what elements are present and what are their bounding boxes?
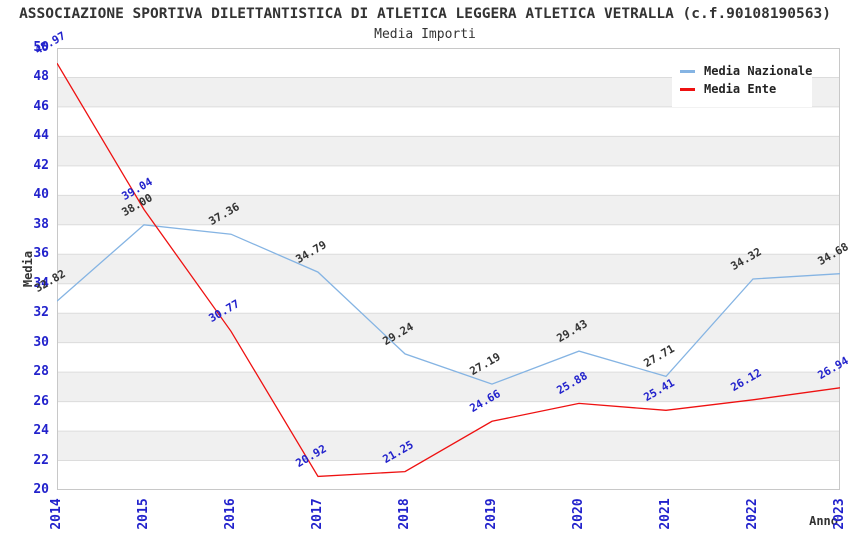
legend-swatch	[680, 87, 695, 91]
x-tick-label: 2019	[484, 498, 499, 530]
y-tick-label: 30	[33, 334, 49, 350]
x-tick-label: 2023	[832, 498, 847, 530]
y-tick-label: 20	[33, 482, 49, 497]
y-tick-label: 28	[33, 364, 49, 380]
x-tick-label: 2016	[223, 498, 238, 530]
x-tick-label: 2015	[136, 498, 151, 530]
legend-label: Media Nazionale	[704, 64, 813, 78]
chart-title: ASSOCIAZIONE SPORTIVA DILETTANTISTICA DI…	[19, 6, 831, 22]
y-tick-label: 44	[33, 128, 49, 144]
series-line-media-ente	[57, 62, 840, 478]
plot-svg	[57, 48, 840, 490]
chart-subtitle: Media Importi	[374, 27, 476, 42]
plot-area	[57, 48, 840, 490]
y-tick-label: 36	[33, 246, 49, 262]
y-tick-label: 48	[33, 69, 49, 85]
x-tick-label: 2020	[571, 498, 586, 530]
y-tick-label: 42	[33, 157, 49, 173]
y-tick-label: 46	[33, 98, 49, 114]
y-tick-label: 26	[33, 393, 49, 409]
y-tick-label: 38	[33, 216, 49, 232]
legend-label: Media Ente	[704, 82, 777, 96]
x-tick-label: 2018	[397, 498, 412, 530]
x-tick-label: 2022	[745, 498, 760, 530]
y-tick-label: 40	[33, 187, 49, 203]
y-tick-label: 24	[33, 423, 49, 439]
y-tick-label: 34	[33, 275, 49, 291]
legend-swatch	[680, 69, 695, 73]
series-line-media-nazionale	[57, 224, 840, 385]
y-tick-label: 32	[33, 305, 49, 321]
y-tick-label: 22	[33, 452, 49, 468]
x-axis-title: Anno	[809, 514, 838, 528]
y-tick-label: 50	[33, 40, 49, 55]
x-tick-label: 2014	[49, 498, 64, 530]
x-tick-label: 2021	[658, 498, 673, 530]
legend-item: Media Nazionale	[680, 63, 812, 79]
legend-item: Media Ente	[680, 81, 812, 97]
legend: Media Nazionale Media Ente	[672, 53, 812, 107]
x-tick-label: 2017	[310, 498, 325, 530]
plot-border	[57, 48, 840, 490]
